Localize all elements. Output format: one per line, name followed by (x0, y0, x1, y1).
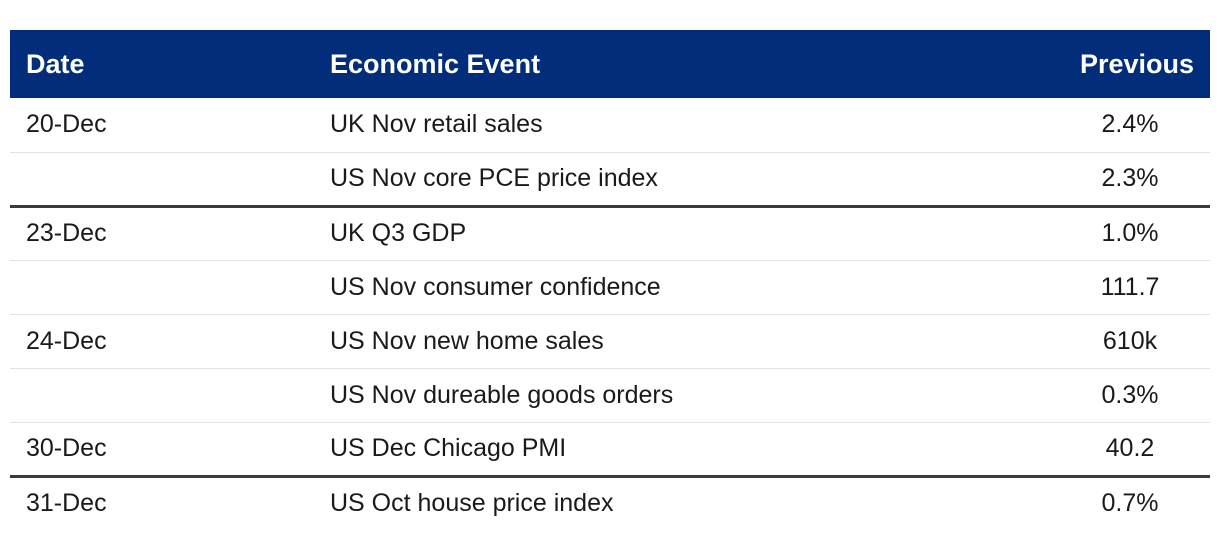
date-column-header: Date (26, 48, 85, 79)
economic-calendar: Date Economic Event Previous 20-Dec UK N… (10, 30, 1210, 530)
table-row: 30-Dec US Dec Chicago PMI 40.2 (10, 421, 1210, 476)
table-row: US Nov dureable goods orders 0.3% (10, 367, 1210, 422)
previous-cell: 111.7 (990, 259, 1210, 314)
event-cell: UK Q3 GDP (314, 204, 990, 260)
previous-cell: 0.3% (990, 367, 1210, 422)
table-body: 20-Dec UK Nov retail sales 2.4% US Nov c… (10, 98, 1210, 530)
previous-cell: 1.0% (990, 204, 1210, 260)
table-row: 20-Dec UK Nov retail sales 2.4% (10, 98, 1210, 152)
table-row: US Nov core PCE price index 2.3% (10, 151, 1210, 206)
previous-cell: 610k (990, 313, 1210, 368)
date-cell: 20-Dec (26, 110, 107, 139)
previous-cell: 0.7% (990, 474, 1210, 530)
event-cell: US Nov core PCE price index (314, 151, 990, 206)
event-cell: US Dec Chicago PMI (314, 421, 990, 476)
date-cell (10, 151, 314, 206)
date-cell: 23-Dec (10, 204, 314, 260)
table-row: US Nov consumer confidence 111.7 (10, 259, 1210, 314)
table-row: 23-Dec UK Q3 GDP 1.0% (10, 204, 1210, 260)
event-column-header: Economic Event (330, 48, 541, 79)
previous-cell: 40.2 (990, 421, 1210, 476)
table-row: 31-Dec US Oct house price index 0.7% (10, 474, 1210, 530)
previous-column-header: Previous (1079, 48, 1194, 79)
event-cell: UK Nov retail sales (330, 110, 543, 139)
event-cell: US Nov new home sales (314, 313, 990, 368)
event-cell: US Nov dureable goods orders (314, 367, 990, 422)
date-cell: 24-Dec (10, 313, 314, 368)
table-row: 24-Dec US Nov new home sales 610k (10, 313, 1210, 368)
date-cell: 30-Dec (10, 421, 314, 476)
economic-events-table: Date Economic Event Previous 20-Dec UK N… (10, 30, 1210, 530)
date-cell (10, 367, 314, 422)
event-cell: US Nov consumer confidence (314, 259, 990, 314)
date-cell: 31-Dec (10, 474, 314, 530)
header-row: Date Economic Event Previous (10, 30, 1210, 98)
previous-cell: 2.4% (1101, 110, 1159, 139)
table-header: Date Economic Event Previous (10, 30, 1210, 98)
date-cell (10, 259, 314, 314)
previous-cell: 2.3% (990, 151, 1210, 206)
event-cell: US Oct house price index (314, 474, 990, 530)
